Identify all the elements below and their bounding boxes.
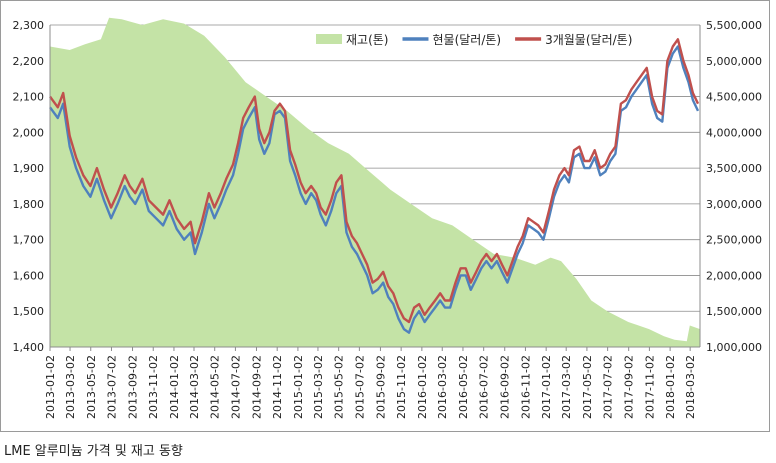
series-area-stock bbox=[50, 17, 700, 348]
x-tick-label: 2017-09-02 bbox=[623, 355, 636, 419]
legend: 재고(톤) 현물(달러/톤) 3개월물(달러/톤) bbox=[316, 33, 632, 47]
legend-label-0: 재고(톤) bbox=[346, 33, 388, 47]
x-tick-label: 2013-01-02 bbox=[44, 355, 57, 419]
right-tick-label: 3,500,000 bbox=[706, 162, 762, 175]
left-tick-label: 2,200 bbox=[13, 55, 45, 68]
x-tick-label: 2016-07-02 bbox=[478, 355, 491, 419]
left-tick-label: 1,800 bbox=[13, 198, 45, 211]
x-tick-label: 2015-01-02 bbox=[292, 355, 305, 419]
x-tick-label: 2013-03-02 bbox=[64, 355, 77, 419]
legend-label-2: 3개월물(달러/톤) bbox=[545, 33, 632, 47]
x-tick-label: 2014-11-02 bbox=[271, 355, 284, 419]
x-tick-label: 2018-01-02 bbox=[664, 355, 677, 419]
x-tick-label: 2015-07-02 bbox=[353, 355, 366, 419]
legend-label-1: 현물(달러/톤) bbox=[432, 33, 501, 47]
right-tick-label: 1,500,000 bbox=[706, 305, 762, 318]
x-tick-label: 2014-01-02 bbox=[168, 355, 181, 419]
x-tick-label: 2014-07-02 bbox=[229, 355, 242, 419]
right-tick-label: 3,000,000 bbox=[706, 198, 762, 211]
x-tick-label: 2015-03-02 bbox=[312, 355, 325, 419]
left-tick-label: 1,500 bbox=[13, 305, 45, 318]
series-line-2 bbox=[49, 38, 700, 324]
right-tick-label: 1,000,000 bbox=[706, 341, 762, 354]
right-tick-label: 4,000,000 bbox=[706, 126, 762, 139]
legend-swatch-stock bbox=[316, 34, 342, 44]
x-tick-label: 2014-09-02 bbox=[251, 355, 264, 419]
left-tick-label: 2,100 bbox=[13, 91, 45, 104]
right-tick-label: 5,000,000 bbox=[706, 55, 762, 68]
x-tick-label: 2016-11-02 bbox=[519, 355, 532, 419]
x-tick-label: 2015-09-02 bbox=[374, 355, 387, 419]
x-tick-label: 2013-07-02 bbox=[106, 355, 119, 419]
figure-caption: LME 알루미늄 가격 및 재고 동향 bbox=[4, 444, 183, 459]
axes bbox=[49, 25, 701, 348]
right-tick-label: 2,000,000 bbox=[706, 269, 762, 282]
x-tick-label: 2017-07-02 bbox=[602, 355, 615, 419]
x-axis-tick-labels: 2013-01-02 2013-03-02 2013-05-02 2013-07-02… bbox=[44, 347, 697, 419]
x-tick-label: 2015-05-02 bbox=[333, 355, 346, 419]
x-tick-label: 2015-11-02 bbox=[395, 355, 408, 419]
price-lines-layer bbox=[49, 38, 700, 334]
x-tick-label: 2016-01-02 bbox=[416, 355, 429, 419]
x-tick-label: 2016-05-02 bbox=[457, 355, 470, 419]
x-tick-label: 2017-01-02 bbox=[540, 355, 553, 419]
left-tick-label: 1,900 bbox=[13, 162, 45, 175]
x-tick-label: 2017-03-02 bbox=[560, 355, 573, 419]
x-tick-label: 2013-09-02 bbox=[127, 355, 140, 419]
right-tick-label: 5,500,000 bbox=[706, 19, 762, 32]
chart: 1,400 1,500 1,600 1,700 1,800 1,900 2,000 2,100… bbox=[13, 17, 762, 419]
right-tick-label: 2,500,000 bbox=[706, 234, 762, 247]
right-axis-tick-labels: 1,000,000 1,500,000 2,000,000 2,500,000 3,00… bbox=[706, 19, 762, 354]
x-tick-label: 2017-11-02 bbox=[643, 355, 656, 419]
x-tick-label: 2016-09-02 bbox=[499, 355, 512, 419]
left-tick-label: 1,700 bbox=[13, 234, 45, 247]
x-tick-label: 2014-03-02 bbox=[188, 355, 201, 419]
left-tick-label: 1,600 bbox=[13, 269, 45, 282]
x-tick-label: 2013-05-02 bbox=[85, 355, 98, 419]
left-axis-tick-labels: 1,400 1,500 1,600 1,700 1,800 1,900 2,000 2,100… bbox=[13, 19, 45, 354]
x-tick-label: 2018-03-02 bbox=[684, 355, 697, 419]
right-tick-label: 4,500,000 bbox=[706, 91, 762, 104]
left-tick-label: 2,000 bbox=[13, 126, 45, 139]
x-tick-label: 2017-05-02 bbox=[581, 355, 594, 419]
series-line-1 bbox=[49, 45, 700, 334]
left-tick-label: 1,400 bbox=[13, 341, 45, 354]
left-tick-label: 2,300 bbox=[13, 19, 45, 32]
x-tick-label: 2016-03-02 bbox=[436, 355, 449, 419]
x-tick-label: 2014-05-02 bbox=[209, 355, 222, 419]
stock-area-layer bbox=[50, 17, 700, 348]
x-tick-label: 2013-11-02 bbox=[147, 355, 160, 419]
